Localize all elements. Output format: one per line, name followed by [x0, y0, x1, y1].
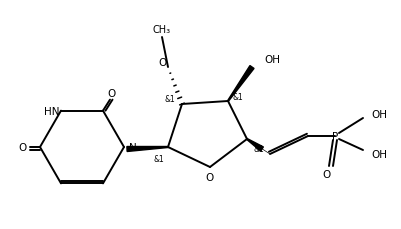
Text: O: O: [107, 88, 115, 98]
Text: OH: OH: [264, 55, 280, 65]
Text: P: P: [332, 131, 338, 141]
Text: &1: &1: [154, 155, 164, 164]
Polygon shape: [247, 139, 263, 151]
Text: O: O: [206, 172, 214, 182]
Polygon shape: [127, 147, 168, 152]
Text: N: N: [129, 142, 137, 152]
Text: O: O: [18, 142, 26, 152]
Text: O: O: [323, 169, 331, 179]
Text: &1: &1: [165, 95, 175, 104]
Text: HN: HN: [43, 106, 59, 116]
Text: CH₃: CH₃: [153, 25, 171, 35]
Text: &1: &1: [233, 92, 243, 101]
Text: &1: &1: [253, 145, 264, 154]
Text: OH: OH: [371, 109, 387, 120]
Polygon shape: [228, 66, 254, 102]
Text: O: O: [159, 58, 167, 68]
Text: OH: OH: [371, 149, 387, 159]
